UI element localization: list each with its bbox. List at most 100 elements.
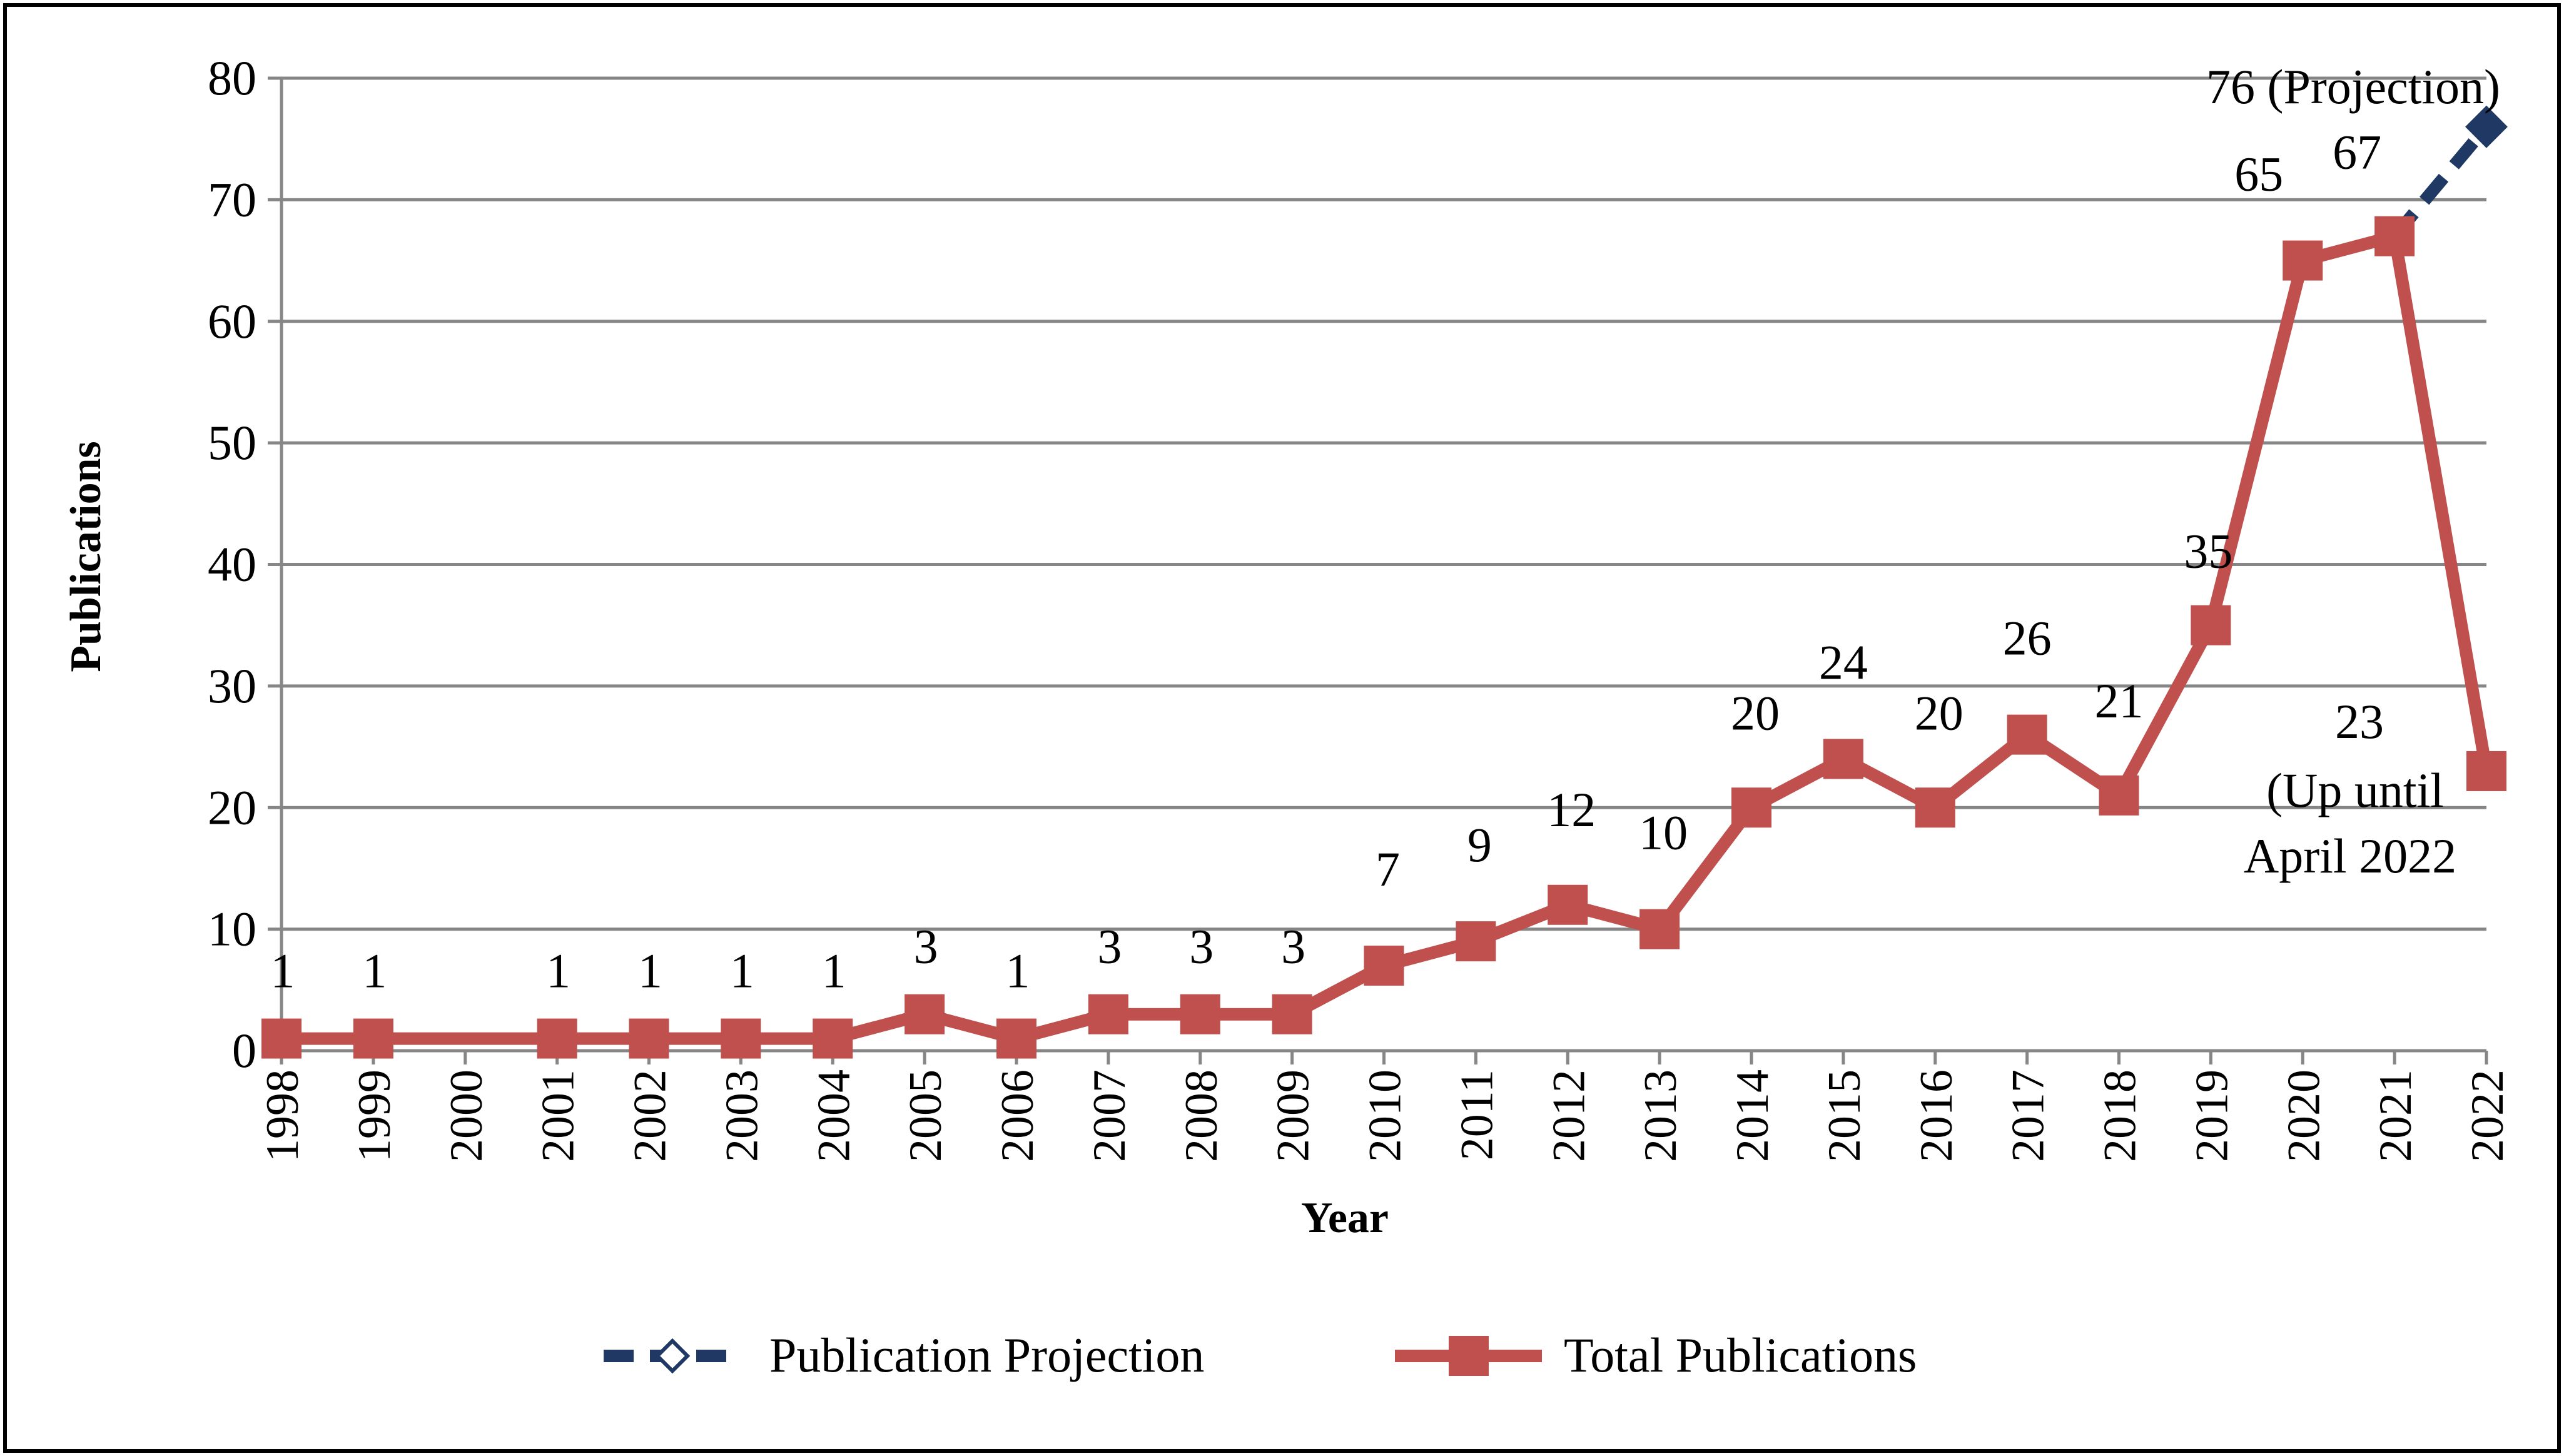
y-axis-title: Publications bbox=[62, 441, 110, 672]
data-label-2002: 1 bbox=[638, 944, 662, 998]
total-publications-point-2005 bbox=[904, 994, 945, 1034]
total-publications-point-2011 bbox=[1456, 921, 1496, 962]
current-note-line1: (Up until bbox=[2266, 763, 2444, 817]
y-tick-label: 10 bbox=[208, 902, 256, 956]
total-publications-point-1999 bbox=[353, 1018, 393, 1059]
total-publications-point-2016 bbox=[1915, 787, 1955, 828]
data-label-2019: 35 bbox=[2184, 524, 2232, 579]
x-tick-label-2017: 2017 bbox=[2003, 1069, 2054, 1162]
y-tick-label: 0 bbox=[232, 1023, 256, 1078]
publication-projection-point-2022 bbox=[2465, 105, 2508, 148]
total-publications-point-2008 bbox=[1180, 994, 1220, 1034]
legend: Publication Projection Total Publication… bbox=[604, 1328, 1917, 1382]
total-publications-point-2018 bbox=[2099, 775, 2139, 816]
chart-border bbox=[3, 3, 2561, 1453]
legend-projection-label: Publication Projection bbox=[769, 1328, 1204, 1382]
total-publications-point-2006 bbox=[996, 1018, 1036, 1059]
total-publications-point-2001 bbox=[537, 1018, 577, 1059]
x-tick-label-2009: 2009 bbox=[1268, 1069, 1319, 1162]
data-label-2016: 20 bbox=[1915, 685, 1964, 740]
x-tick-label-2006: 2006 bbox=[992, 1069, 1043, 1162]
total-publications-point-2021 bbox=[2374, 216, 2415, 256]
data-label-2007: 3 bbox=[1097, 919, 1122, 974]
data-label-1998: 1 bbox=[271, 944, 295, 998]
total-publications-point-2003 bbox=[721, 1018, 761, 1059]
data-label-2014: 20 bbox=[1731, 685, 1780, 740]
legend-total-label: Total Publications bbox=[1564, 1328, 1917, 1382]
y-tick-label: 50 bbox=[208, 415, 256, 470]
y-tick-label: 20 bbox=[208, 780, 256, 834]
data-label-2015: 24 bbox=[1819, 635, 1868, 690]
x-tick-label-2011: 2011 bbox=[1451, 1069, 1502, 1160]
x-tick-label-2020: 2020 bbox=[2278, 1069, 2329, 1162]
x-tick-label-2022: 2022 bbox=[2462, 1069, 2513, 1162]
x-tick-label-2013: 2013 bbox=[1635, 1069, 1686, 1162]
data-label-2001: 1 bbox=[546, 944, 570, 998]
data-label-2020: 65 bbox=[2234, 147, 2283, 201]
current-value-annotation: 23 bbox=[2335, 694, 2384, 749]
data-label-2006: 1 bbox=[1006, 944, 1030, 998]
series-layer bbox=[261, 105, 2508, 1059]
x-tick-label-1998: 1998 bbox=[257, 1069, 308, 1162]
data-label-2010: 7 bbox=[1376, 842, 1400, 896]
total-publications-point-2004 bbox=[813, 1018, 853, 1059]
total-publications-point-2022 bbox=[2466, 751, 2506, 791]
y-tick-labels: 0 10 20 30 40 50 60 70 80 bbox=[208, 51, 256, 1078]
x-tick-label-2021: 2021 bbox=[2370, 1069, 2421, 1162]
total-publications-point-2010 bbox=[1364, 945, 1404, 986]
x-tick-label-2002: 2002 bbox=[625, 1069, 676, 1162]
data-label-2008: 3 bbox=[1189, 919, 1214, 974]
y-tick-label: 80 bbox=[208, 51, 256, 105]
legend-total-marker bbox=[1449, 1336, 1489, 1376]
x-tick-label-2008: 2008 bbox=[1176, 1069, 1227, 1162]
y-tick-label: 30 bbox=[208, 659, 256, 713]
x-tick-label-2000: 2000 bbox=[441, 1069, 492, 1162]
data-label-2013: 10 bbox=[1639, 806, 1688, 860]
total-publications-point-2013 bbox=[1639, 909, 1680, 949]
x-axis-title: Year bbox=[1301, 1194, 1389, 1242]
data-label-2018: 21 bbox=[2095, 674, 2144, 728]
data-label-2011: 9 bbox=[1467, 817, 1492, 872]
legend-projection-marker bbox=[654, 1338, 691, 1374]
total-publications-point-2002 bbox=[629, 1018, 669, 1059]
data-label-2003: 1 bbox=[730, 944, 754, 998]
x-tick-label-2018: 2018 bbox=[2095, 1069, 2146, 1162]
x-tick-label-2014: 2014 bbox=[1727, 1069, 1778, 1162]
data-label-2021: 67 bbox=[2333, 125, 2381, 179]
data-label-1999: 1 bbox=[362, 944, 387, 998]
data-label-2012: 12 bbox=[1547, 782, 1596, 837]
y-tick-label: 40 bbox=[208, 537, 256, 592]
total-publications-point-2015 bbox=[1823, 739, 1863, 779]
total-publications-point-2007 bbox=[1088, 994, 1128, 1034]
x-tick-label-1999: 1999 bbox=[349, 1069, 400, 1162]
x-tick-labels: 1998 1999 2000 2001 2002 2003 2004 2005 2006 2007… bbox=[257, 1069, 2513, 1162]
total-publications-point-2012 bbox=[1548, 884, 1588, 925]
x-tick-label-2010: 2010 bbox=[1360, 1069, 1411, 1162]
x-tick-label-2015: 2015 bbox=[1819, 1069, 1870, 1162]
projection-annotation: 76 (Projection) bbox=[2206, 59, 2500, 114]
current-note-line2: April 2022 bbox=[2244, 829, 2456, 883]
total-publications-point-2019 bbox=[2191, 605, 2231, 645]
total-publications-point-2014 bbox=[1731, 787, 1771, 828]
total-publications-point-2017 bbox=[2007, 714, 2047, 755]
grid-lines bbox=[281, 76, 2486, 931]
data-label-2005: 3 bbox=[914, 919, 938, 974]
data-label-2004: 1 bbox=[822, 944, 846, 998]
x-tick-label-2005: 2005 bbox=[900, 1069, 951, 1162]
total-publications-point-1998 bbox=[261, 1018, 301, 1059]
y-tick-label: 60 bbox=[208, 294, 256, 348]
data-labels: 1 1 1 1 1 1 3 1 3 3 3 7 9 12 10 20 24 20 26 21 35 65 67 bbox=[271, 125, 2382, 998]
x-tick-label-2007: 2007 bbox=[1084, 1069, 1135, 1162]
total-publications-point-2009 bbox=[1272, 994, 1312, 1034]
x-tick-label-2019: 2019 bbox=[2186, 1069, 2237, 1162]
data-label-2017: 26 bbox=[2003, 611, 2052, 665]
x-tick-label-2012: 2012 bbox=[1543, 1069, 1594, 1162]
total-publications-point-2020 bbox=[2283, 240, 2323, 281]
data-label-2009: 3 bbox=[1281, 919, 1305, 974]
x-tick-label-2001: 2001 bbox=[533, 1069, 584, 1162]
y-tick-label: 70 bbox=[208, 172, 256, 226]
x-tick-label-2003: 2003 bbox=[716, 1069, 768, 1162]
x-tick-label-2004: 2004 bbox=[808, 1069, 859, 1162]
